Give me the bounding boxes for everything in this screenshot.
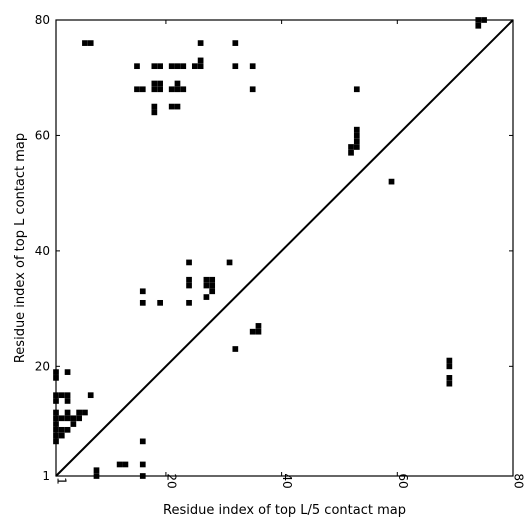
contact-cell-upper — [168, 86, 175, 93]
contact-cell-upper — [87, 40, 94, 46]
contact-cell-upper — [139, 86, 146, 93]
contact-cell-lower — [64, 415, 71, 422]
contact-cell-upper — [180, 86, 187, 93]
contact-cell-lower — [70, 415, 77, 422]
contact-cell-upper — [388, 178, 395, 185]
contact-cell-upper — [180, 63, 187, 70]
contact-cell-lower — [139, 438, 146, 445]
contact-cell-upper — [174, 86, 181, 93]
contact-cell-lower — [82, 409, 88, 416]
contact-cell-upper — [139, 299, 146, 306]
contact-cell-upper — [174, 103, 181, 110]
contact-cell-lower — [446, 380, 453, 387]
plot-frame — [55, 19, 514, 477]
contact-cell-upper — [249, 86, 256, 93]
contact-cell-upper — [232, 346, 239, 352]
contact-cell-lower — [58, 432, 65, 439]
contact-cell-lower — [446, 357, 453, 364]
y-tick-label: 1 — [42, 469, 50, 483]
contact-cell-upper — [186, 299, 192, 306]
contact-cell-upper — [197, 63, 204, 70]
x-tick-label: 20 — [164, 473, 178, 488]
contact-cell-lower — [64, 398, 71, 404]
y-tick-label: 20 — [35, 359, 50, 373]
contact-cell-upper — [157, 86, 163, 93]
contact-cell-upper — [203, 294, 210, 300]
contact-cell-upper — [134, 86, 140, 93]
contact-cell-lower — [139, 461, 146, 468]
contact-cell-upper — [353, 144, 360, 150]
contact-cell-upper — [203, 282, 210, 289]
y-tick-label: 80 — [35, 13, 50, 27]
contact-cell-upper — [134, 63, 140, 70]
contact-cell-upper — [232, 63, 239, 70]
contact-cell-lower — [446, 363, 453, 370]
contact-cell-upper — [168, 63, 175, 70]
contact-cell-upper — [151, 63, 158, 70]
contact-cell-upper — [157, 63, 163, 70]
contact-cell-upper — [353, 86, 360, 93]
contact-cell-upper — [209, 282, 216, 289]
axis-ticks: 1 20 40 60 80 1 20 40 60 80 — [35, 13, 526, 489]
y-axis-label: Residue index of top L contact map — [13, 133, 28, 363]
contact-cell-upper — [174, 80, 181, 87]
contact-cell-upper — [249, 63, 256, 70]
contact-cell-upper — [475, 22, 482, 29]
contact-cell-upper — [353, 126, 360, 133]
contact-cell-upper — [232, 40, 239, 46]
contact-cell-upper — [255, 323, 262, 329]
x-tick-label: 40 — [280, 473, 294, 488]
contact-cell-upper — [186, 282, 192, 289]
contact-cell-upper — [209, 276, 216, 283]
diagonal-line — [55, 19, 514, 477]
contact-cell-lower — [64, 426, 71, 433]
contact-cell-lower — [64, 369, 71, 375]
contact-cell-upper — [151, 80, 158, 87]
contact-cell-upper — [168, 103, 175, 110]
contact-cell-upper — [157, 80, 163, 87]
contact-cell-upper — [139, 288, 146, 295]
contact-cell-upper — [255, 328, 262, 335]
x-tick-label: 60 — [396, 473, 410, 488]
contact-cell-lower — [64, 409, 71, 416]
contact-cell-upper — [197, 40, 204, 46]
y-tick-label: 40 — [35, 244, 50, 258]
contact-cell-upper — [209, 288, 216, 295]
contact-cell-lower — [87, 392, 94, 399]
contact-cell-upper — [174, 63, 181, 70]
contact-cell-upper — [151, 103, 158, 110]
contact-cell-lower — [70, 421, 77, 427]
contact-cell-lower — [93, 467, 100, 474]
x-tick-label: 80 — [512, 473, 526, 488]
contact-cell-lower — [76, 409, 82, 416]
contact-cell-upper — [151, 86, 158, 93]
contact-cell-upper — [348, 144, 354, 150]
contact-cell-upper — [157, 299, 163, 306]
contact-cell-upper — [186, 276, 192, 283]
contact-cell-lower — [76, 415, 82, 422]
contact-cell-upper — [226, 259, 233, 266]
contact-cell-upper — [82, 40, 88, 46]
contact-cell-lower — [446, 375, 453, 381]
contact-cell-upper — [353, 132, 360, 139]
y-tick-label: 60 — [35, 128, 50, 142]
contact-cell-lower — [122, 461, 129, 468]
contact-cell-lower — [58, 426, 65, 433]
x-axis-label: Residue index of top L/5 contact map — [163, 503, 406, 518]
contact-cell-upper — [186, 259, 192, 266]
contact-cell-lower — [58, 415, 65, 422]
contact-cells — [53, 17, 487, 479]
contact-cell-upper — [353, 138, 360, 145]
contact-cell-upper — [348, 149, 354, 156]
contact-cell-upper — [203, 276, 210, 283]
contact-cell-upper — [191, 63, 198, 70]
contact-cell-lower — [64, 392, 71, 399]
contact-cell-upper — [249, 328, 256, 335]
contact-cell-lower — [116, 461, 123, 468]
contact-cell-upper — [197, 57, 204, 64]
contact-cell-upper — [151, 109, 158, 116]
contact-cell-lower — [58, 392, 65, 399]
x-tick-label: 1 — [55, 477, 69, 485]
